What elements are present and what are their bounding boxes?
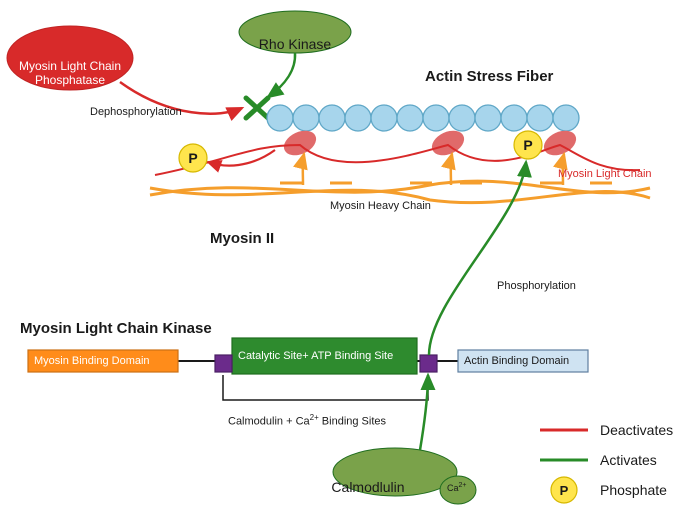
ca2-label: Ca2+ <box>447 482 467 493</box>
rho-kinase-label: Rho Kinase <box>250 29 340 59</box>
inhibit-x-icon <box>246 98 268 118</box>
myosin-light-chain-head <box>540 126 580 160</box>
actin-stress-fiber <box>267 105 579 131</box>
phosphate-left-label: P <box>188 150 197 166</box>
myosin-light-chain-label: Myosin Light Chain <box>558 168 652 180</box>
mlck-label: Myosin Light Chain Kinase <box>20 320 212 337</box>
phosphorylation-label: Phosphorylation <box>497 280 576 292</box>
legend-label-legend_act: Activates <box>600 452 657 468</box>
calmodulin-activate-arrow <box>420 375 428 450</box>
calmodulin-bracket <box>223 375 428 400</box>
myosin-heavy-chain-label: Myosin Heavy Chain <box>330 200 431 212</box>
actin-binding-domain-label: Actin Binding Domain <box>458 350 588 372</box>
phosphate-right-label: P <box>523 137 532 153</box>
myosin-binding-domain-label: Myosin Binding Domain <box>28 350 178 372</box>
rho-activate-arrow <box>268 53 295 97</box>
svg-text:P: P <box>560 483 569 498</box>
actin-fiber-label: Actin Stress Fiber <box>425 68 553 85</box>
dephosphorylation-label: Dephosphorylation <box>90 106 182 118</box>
legend-label-legend_phos: Phosphate <box>600 482 667 498</box>
mlcp-label: Myosin Light Chain Phosphatase <box>0 54 140 94</box>
calmodulin-site-left <box>215 355 232 372</box>
calmodulin-sites-label: Calmodulin + Ca2+ Binding Sites <box>228 413 386 428</box>
phosphorylation-arrow <box>429 162 526 355</box>
catalytic-domain-label: Catalytic Site+ ATP Binding Site <box>232 338 417 374</box>
legend-label-legend_deact: Deactivates <box>600 422 673 438</box>
myosin2-label: Myosin II <box>210 230 274 247</box>
calmodulin-site-right <box>420 355 437 372</box>
calmodulin-label: Calmodlulin <box>313 470 423 504</box>
